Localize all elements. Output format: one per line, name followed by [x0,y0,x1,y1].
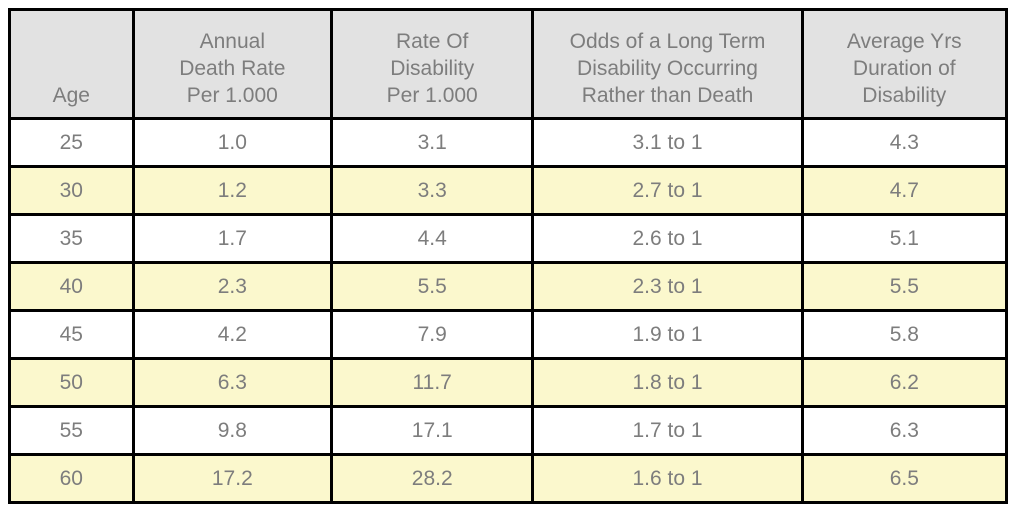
table-row: 50 6.3 11.7 1.8 to 1 6.2 [8,357,1009,408]
cell-odds: 2.3 to 1 [531,261,804,312]
cell-age: 55 [8,405,135,456]
cell-duration: 5.5 [800,261,1009,312]
cell-age: 30 [8,165,135,216]
cell-disability-rate: 4.4 [330,213,535,264]
cell-death-rate: 4.2 [131,309,334,360]
disability-stats-table: Age Annual Death Rate Per 1.000 Rate Of … [8,8,1009,504]
cell-disability-rate: 7.9 [330,309,535,360]
cell-duration: 6.5 [800,453,1009,504]
header-cell-disability-rate: Rate Of Disability Per 1.000 [330,8,535,120]
cell-death-rate: 1.2 [131,165,334,216]
cell-death-rate: 6.3 [131,357,334,408]
cell-age: 35 [8,213,135,264]
cell-odds: 1.9 to 1 [531,309,804,360]
cell-odds: 2.7 to 1 [531,165,804,216]
cell-duration: 4.7 [800,165,1009,216]
cell-duration: 5.1 [800,213,1009,264]
cell-duration: 6.2 [800,357,1009,408]
cell-odds: 3.1 to 1 [531,117,804,168]
cell-duration: 5.8 [800,309,1009,360]
table-row: 40 2.3 5.5 2.3 to 1 5.5 [8,261,1009,312]
cell-disability-rate: 3.3 [330,165,535,216]
table-row: 35 1.7 4.4 2.6 to 1 5.1 [8,213,1009,264]
cell-disability-rate: 28.2 [330,453,535,504]
header-cell-duration: Average Yrs Duration of Disability [800,8,1009,120]
cell-age: 40 [8,261,135,312]
cell-odds: 1.6 to 1 [531,453,804,504]
cell-age: 25 [8,117,135,168]
header-cell-age: Age [8,8,135,120]
header-cell-odds: Odds of a Long Term Disability Occurring… [531,8,804,120]
cell-odds: 1.7 to 1 [531,405,804,456]
table-row: 55 9.8 17.1 1.7 to 1 6.3 [8,405,1009,456]
cell-death-rate: 17.2 [131,453,334,504]
header-cell-death-rate: Annual Death Rate Per 1.000 [131,8,334,120]
cell-death-rate: 1.0 [131,117,334,168]
table-row: 60 17.2 28.2 1.6 to 1 6.5 [8,453,1009,504]
cell-disability-rate: 5.5 [330,261,535,312]
cell-age: 50 [8,357,135,408]
table-row: 30 1.2 3.3 2.7 to 1 4.7 [8,165,1009,216]
table-row: 25 1.0 3.1 3.1 to 1 4.3 [8,117,1009,168]
header-row: Age Annual Death Rate Per 1.000 Rate Of … [8,8,1009,120]
cell-death-rate: 9.8 [131,405,334,456]
cell-death-rate: 2.3 [131,261,334,312]
cell-duration: 4.3 [800,117,1009,168]
cell-disability-rate: 17.1 [330,405,535,456]
cell-odds: 2.6 to 1 [531,213,804,264]
cell-age: 45 [8,309,135,360]
cell-disability-rate: 3.1 [330,117,535,168]
cell-odds: 1.8 to 1 [531,357,804,408]
table-row: 45 4.2 7.9 1.9 to 1 5.8 [8,309,1009,360]
cell-death-rate: 1.7 [131,213,334,264]
cell-disability-rate: 11.7 [330,357,535,408]
cell-duration: 6.3 [800,405,1009,456]
cell-age: 60 [8,453,135,504]
